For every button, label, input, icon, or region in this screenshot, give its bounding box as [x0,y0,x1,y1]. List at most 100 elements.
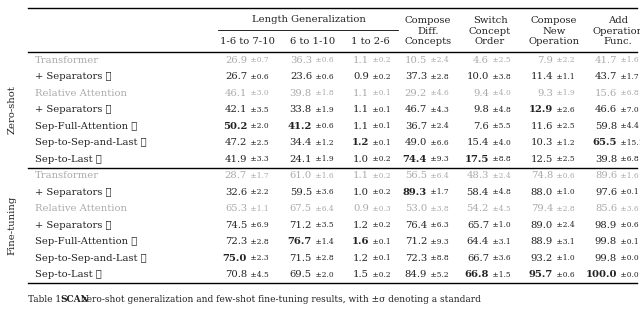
Text: Table 1:: Table 1: [28,295,67,305]
Text: ±1.9: ±1.9 [554,89,575,97]
Text: 1.0: 1.0 [353,155,369,164]
Text: ±0.1: ±0.1 [618,188,639,196]
Text: 17.5: 17.5 [465,155,489,164]
Text: ±2.3: ±2.3 [248,254,269,262]
Text: Transformer: Transformer [35,171,99,180]
Text: 1-6 to 7-10: 1-6 to 7-10 [221,38,275,47]
Text: ±2.8: ±2.8 [313,254,333,262]
Text: 33.8: 33.8 [290,105,312,114]
Text: ±5.5: ±5.5 [490,122,511,130]
Text: 1.1: 1.1 [353,56,369,65]
Text: ±1.1: ±1.1 [554,73,575,81]
Text: ±0.1: ±0.1 [370,238,390,246]
Text: 66.8: 66.8 [465,270,489,279]
Text: 7.6: 7.6 [473,122,489,131]
Text: ±6.4: ±6.4 [313,205,333,213]
Text: 7.9: 7.9 [537,56,553,65]
Text: ±1.0: ±1.0 [554,254,575,262]
Text: ±3.3: ±3.3 [248,155,269,163]
Text: ±6.3: ±6.3 [428,221,449,229]
Text: Relative Attention: Relative Attention [35,204,127,213]
Text: Switch
Concept
Order: Switch Concept Order [469,16,511,46]
Text: 1.2: 1.2 [353,221,369,230]
Text: ±4.6: ±4.6 [428,89,449,97]
Text: 59.8: 59.8 [595,122,617,131]
Text: ±6.6: ±6.6 [428,139,449,147]
Text: ±8.8: ±8.8 [428,254,449,262]
Text: Sep-Full-Attention ★: Sep-Full-Attention ★ [35,122,137,131]
Text: 1.0: 1.0 [353,188,369,197]
Text: ±2.8: ±2.8 [554,205,575,213]
Text: ±1.7: ±1.7 [428,188,449,196]
Text: ±2.5: ±2.5 [554,155,575,163]
Text: 74.8: 74.8 [531,171,553,180]
Text: 48.3: 48.3 [467,171,489,180]
Text: 71.5: 71.5 [290,254,312,263]
Text: ±1.4: ±1.4 [313,238,333,246]
Text: ±2.0: ±2.0 [248,122,269,130]
Text: ±0.2: ±0.2 [370,221,390,229]
Text: ±1.5: ±1.5 [490,271,511,279]
Text: Sep-to-Sep-and-Last ★: Sep-to-Sep-and-Last ★ [35,254,147,263]
Text: 97.6: 97.6 [595,188,617,197]
Text: ±6.4: ±6.4 [428,172,449,180]
Text: 99.8: 99.8 [595,237,617,246]
Text: ±2.4: ±2.4 [490,172,511,180]
Text: 0.9: 0.9 [353,204,369,213]
Text: ±4.0: ±4.0 [490,89,511,97]
Text: Add
Operation
Func.: Add Operation Func. [593,16,640,46]
Text: 36.7: 36.7 [405,122,427,131]
Text: 93.2: 93.2 [531,254,553,263]
Text: 75.0: 75.0 [223,254,247,263]
Text: ±3.8: ±3.8 [428,205,449,213]
Text: ±2.6: ±2.6 [554,106,575,114]
Text: Length Generalization: Length Generalization [252,16,366,24]
Text: 56.5: 56.5 [405,171,427,180]
Text: Compose
Diff.
Concepts: Compose Diff. Concepts [404,16,452,46]
Text: ±5.2: ±5.2 [428,271,449,279]
Text: ±9.3: ±9.3 [428,238,449,246]
Text: 88.0: 88.0 [531,188,553,197]
Text: ±0.1: ±0.1 [370,254,390,262]
Text: ±9.3: ±9.3 [428,155,449,163]
Text: ±3.0: ±3.0 [248,89,269,97]
Text: ±0.1: ±0.1 [370,89,390,97]
Text: 12.9: 12.9 [529,105,553,114]
Text: 76.7: 76.7 [288,237,312,246]
Text: ±0.2: ±0.2 [370,188,390,196]
Text: ±1.8: ±1.8 [313,89,333,97]
Text: 36.3: 36.3 [290,56,312,65]
Text: ±0.2: ±0.2 [370,56,390,64]
Text: 58.4: 58.4 [467,188,489,197]
Text: 37.3: 37.3 [404,72,427,81]
Text: ±4.8: ±4.8 [490,106,511,114]
Text: 15.6: 15.6 [595,89,617,98]
Text: 41.9: 41.9 [225,155,247,164]
Text: 24.1: 24.1 [289,155,312,164]
Text: SCAN: SCAN [60,295,89,305]
Text: 10.5: 10.5 [404,56,427,65]
Text: ±0.3: ±0.3 [370,205,390,213]
Text: ±2.2: ±2.2 [248,188,269,196]
Text: ±0.6: ±0.6 [618,221,639,229]
Text: 65.5: 65.5 [593,138,617,147]
Text: ±3.5: ±3.5 [248,106,269,114]
Text: ±6.8: ±6.8 [618,155,639,163]
Text: 28.7: 28.7 [225,171,247,180]
Text: ±0.7: ±0.7 [248,56,269,64]
Text: 1.1: 1.1 [353,89,369,98]
Text: 100.0: 100.0 [586,270,617,279]
Text: 41.7: 41.7 [595,56,617,65]
Text: ±4.0: ±4.0 [490,139,511,147]
Text: 64.4: 64.4 [467,237,489,246]
Text: 9.8: 9.8 [473,105,489,114]
Text: 1.2: 1.2 [351,138,369,147]
Text: 89.3: 89.3 [403,188,427,197]
Text: ±0.0: ±0.0 [618,254,639,262]
Text: ±2.8: ±2.8 [428,73,449,81]
Text: ±2.5: ±2.5 [554,122,575,130]
Text: ±1.1: ±1.1 [248,205,269,213]
Text: Compose
New
Operation: Compose New Operation [529,16,580,46]
Text: 9.4: 9.4 [473,89,489,98]
Text: ±2.2: ±2.2 [554,56,575,64]
